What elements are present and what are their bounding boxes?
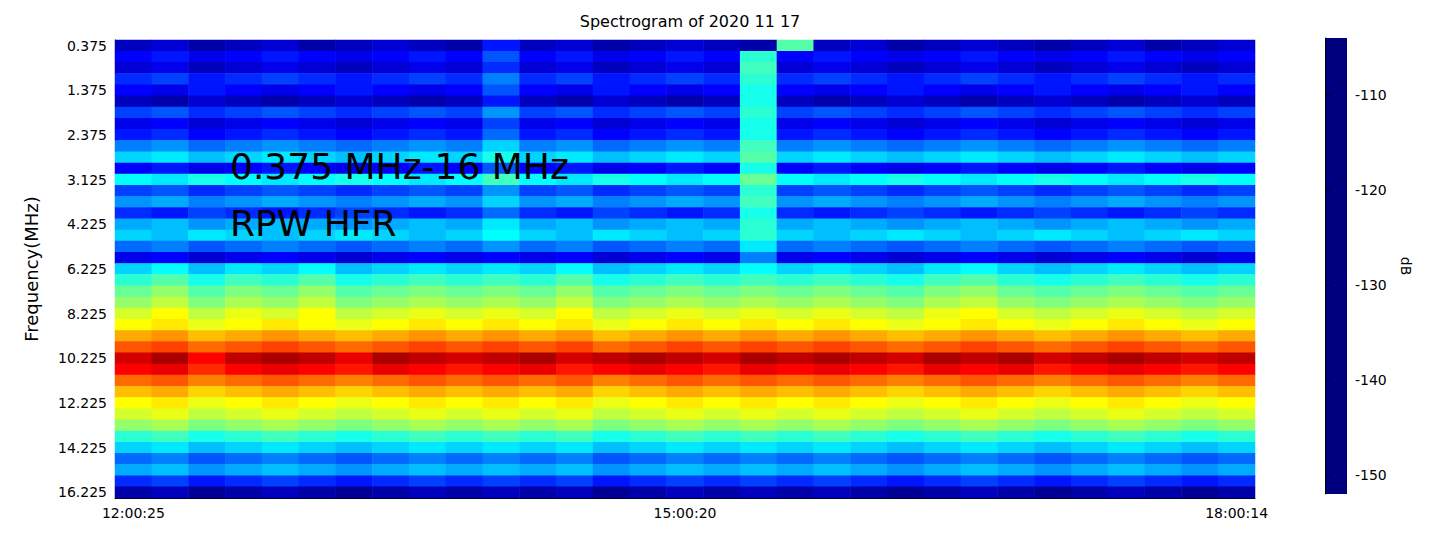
svg-text:14.225: 14.225 [58, 440, 107, 456]
svg-text:-140: -140 [1355, 372, 1387, 388]
svg-text:12.225: 12.225 [58, 395, 107, 411]
svg-text:-130: -130 [1355, 277, 1387, 293]
svg-text:-110: -110 [1355, 87, 1387, 103]
svg-text:10.225: 10.225 [58, 350, 107, 366]
svg-text:15:00:20: 15:00:20 [654, 505, 717, 521]
svg-text:0.375: 0.375 [67, 38, 107, 54]
svg-text:2.375: 2.375 [67, 127, 107, 143]
svg-text:1.375: 1.375 [67, 82, 107, 98]
svg-text:16.225: 16.225 [58, 484, 107, 500]
svg-text:0.375 MHz-16 MHz: 0.375 MHz-16 MHz [230, 146, 569, 187]
svg-text:6.225: 6.225 [67, 261, 107, 277]
svg-text:-120: -120 [1355, 182, 1387, 198]
svg-text:4.225: 4.225 [67, 216, 107, 232]
svg-text:dB: dB [1398, 257, 1414, 276]
svg-text:Spectrogram of 2020 11 17: Spectrogram of 2020 11 17 [580, 12, 801, 31]
svg-text:3.125: 3.125 [67, 172, 107, 188]
svg-text:18:00:14: 18:00:14 [1205, 505, 1268, 521]
svg-text:8.225: 8.225 [67, 306, 107, 322]
svg-text:RPW HFR: RPW HFR [230, 203, 397, 244]
svg-text:Frequency(MHz): Frequency(MHz) [21, 196, 42, 342]
svg-text:-150: -150 [1355, 467, 1387, 483]
svg-text:12:00:25: 12:00:25 [102, 505, 165, 521]
